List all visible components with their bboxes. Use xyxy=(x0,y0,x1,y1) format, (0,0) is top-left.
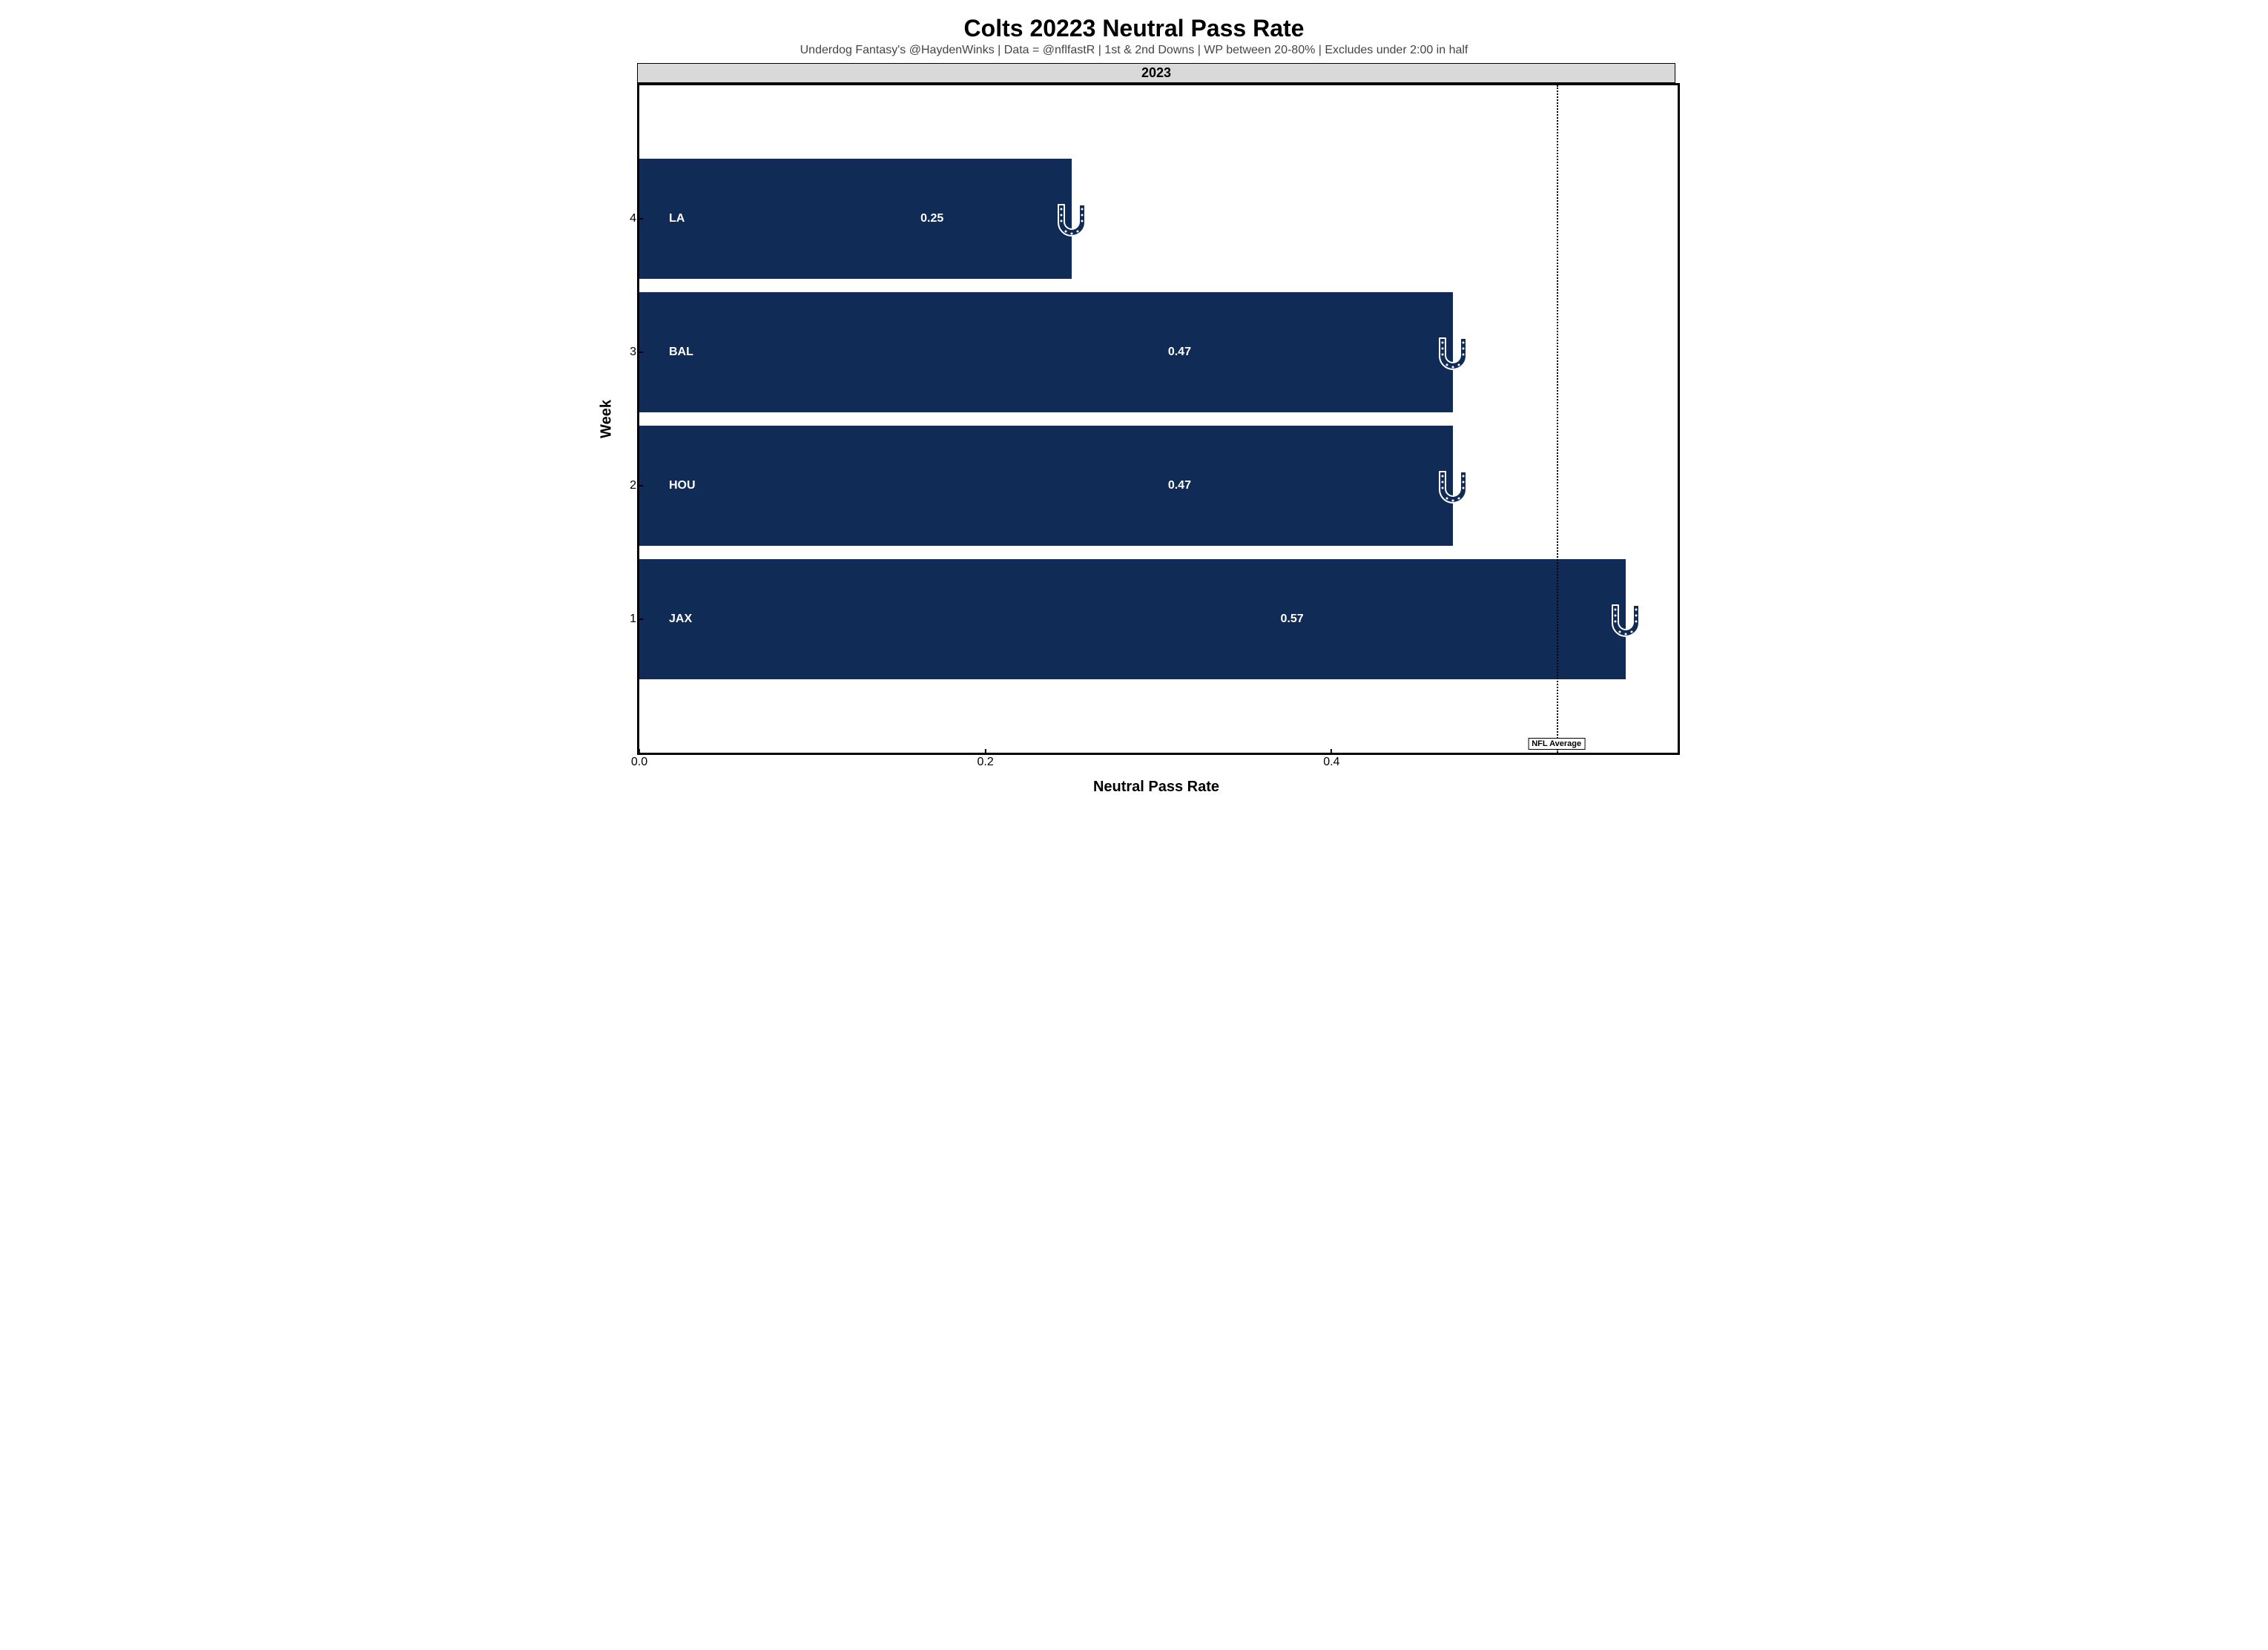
colts-logo-icon xyxy=(1434,334,1471,371)
bar-week-2: HOU 0.47 xyxy=(639,426,1453,546)
chart-container: Colts 20223 Neutral Pass Rate Underdog F… xyxy=(593,15,1675,796)
plot-frame: 2023 JAX0.57 HOU0.47 BAL0.47 LA0. xyxy=(637,63,1675,796)
bar-week-4: LA 0.25 xyxy=(639,159,1072,279)
colts-logo-icon xyxy=(1053,200,1090,237)
x-axis-title: Neutral Pass Rate xyxy=(637,779,1675,796)
bar-value-label: 0.57 xyxy=(1281,613,1304,626)
bar-opponent-label: BAL xyxy=(669,346,693,359)
x-axis-ticks: 0.00.20.4 xyxy=(639,756,1678,773)
y-tick-label: 2 xyxy=(630,479,636,492)
x-tick-label: 0.4 xyxy=(1323,756,1339,769)
bar-week-3: BAL 0.47 xyxy=(639,292,1453,412)
plot-area: JAX 0.57 HOU 0.47 BAL 0.47 LA 0.25 xyxy=(637,83,1680,755)
bar-value-label: 0.47 xyxy=(1168,346,1191,359)
y-tick-label: 3 xyxy=(630,346,636,359)
nfl-average-label: NFL Average xyxy=(1528,738,1585,750)
y-axis-title: Week xyxy=(598,400,615,438)
bar-value-label: 0.25 xyxy=(920,212,943,225)
facet-strip: 2023 xyxy=(637,63,1675,83)
x-tick-label: 0.2 xyxy=(978,756,994,769)
y-tick-label: 4 xyxy=(630,212,636,225)
chart-subtitle: Underdog Fantasy's @HaydenWinks | Data =… xyxy=(593,44,1675,57)
colts-logo-icon xyxy=(1607,601,1644,638)
y-axis-ticks: 1 2 3 4 xyxy=(619,85,636,753)
colts-logo-icon xyxy=(1434,467,1471,504)
chart-title: Colts 20223 Neutral Pass Rate xyxy=(593,15,1675,42)
bar-value-label: 0.47 xyxy=(1168,479,1191,492)
bar-opponent-label: HOU xyxy=(669,479,696,492)
nfl-average-line xyxy=(1557,85,1558,753)
y-tick-label: 1 xyxy=(630,613,636,626)
bar-week-1: JAX 0.57 xyxy=(639,559,1626,679)
bar-opponent-label: JAX xyxy=(669,613,692,626)
x-tick-label: 0.0 xyxy=(631,756,647,769)
bar-opponent-label: LA xyxy=(669,212,685,225)
